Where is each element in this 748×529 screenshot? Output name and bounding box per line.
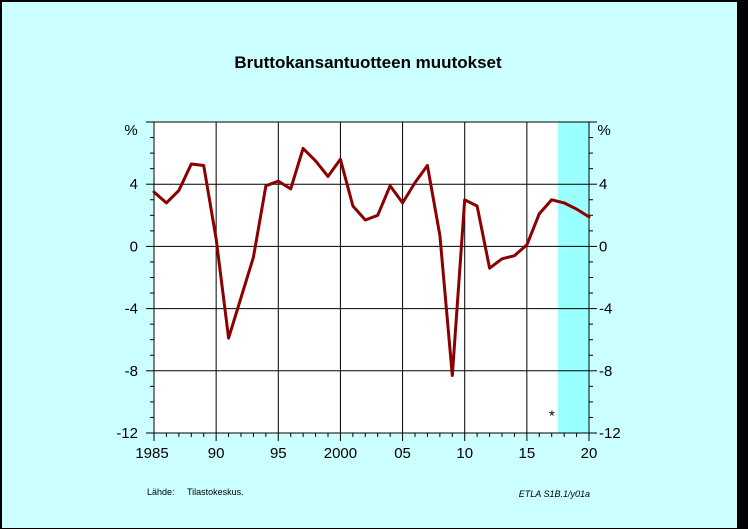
data-point (214, 237, 218, 240)
y-tick-label-left: -12 (116, 425, 138, 442)
source-label: Lähde: (147, 487, 175, 497)
data-point (314, 159, 317, 163)
data-point (190, 162, 193, 166)
plot-area (154, 122, 589, 433)
x-tick-label: 1985 (135, 445, 168, 462)
data-point (227, 336, 230, 340)
data-point (289, 187, 292, 191)
grid-lines (154, 122, 589, 433)
plot-border (153, 121, 590, 434)
x-tick-label: 10 (456, 445, 473, 462)
x-tick-label: 05 (394, 445, 411, 462)
data-point (388, 184, 392, 187)
y-tick-label-left: 0 (130, 238, 138, 255)
data-point (351, 204, 355, 208)
tick-labels: 4 4 0 0 -4 -4 -8 -8 -12 -12 1985 90 95 2000 05 10 15 20 (116, 176, 620, 462)
y-tick-label-left: -8 (125, 363, 138, 380)
tick-marks (146, 121, 597, 441)
chart-code: ETLA S1B.1/y01a (519, 489, 590, 499)
data-point (264, 184, 268, 187)
data-point (451, 374, 454, 377)
data-point (252, 256, 255, 259)
data-point (277, 179, 280, 183)
y-tick-label-right: -8 (599, 363, 612, 380)
forecast-band (557, 122, 589, 433)
x-tick-label: 90 (208, 445, 225, 462)
data-point (500, 257, 504, 261)
y-tick-label-left: 4 (130, 176, 138, 193)
y-tick-label-right: 4 (599, 176, 607, 193)
chart-svg: 4 4 0 0 -4 -4 -8 -8 -12 -12 1985 90 95 2000 05 10 15 20 B… (116, 53, 620, 499)
data-point (426, 164, 429, 167)
data-point (488, 266, 491, 270)
data-point (239, 296, 243, 299)
data-point (550, 198, 553, 201)
data-point (177, 189, 181, 192)
data-point (326, 175, 330, 178)
x-tick-label: 20 (581, 445, 598, 462)
x-tick-label: 15 (519, 445, 536, 462)
data-point (339, 158, 342, 161)
data-point (525, 243, 529, 247)
x-tick-label: 95 (270, 445, 287, 462)
data-point (413, 181, 417, 184)
y-tick-label-right: -4 (599, 301, 612, 318)
data-point (301, 147, 305, 150)
data-point (364, 218, 367, 222)
x-tick-label: 2000 (324, 445, 357, 462)
data-point (562, 201, 566, 205)
data-point (575, 207, 578, 211)
data-point (587, 215, 591, 219)
forecast-marker: * (549, 408, 555, 425)
y-tick-label-left: -4 (125, 301, 138, 318)
data-point (475, 204, 479, 208)
series-line (152, 146, 591, 377)
y-tick-label-right: -12 (599, 425, 621, 442)
chart-title: Bruttokansantuotteen muutokset (234, 53, 502, 72)
source-value: Tilastokeskus. (187, 487, 244, 497)
data-point (463, 198, 466, 201)
data-point (152, 190, 156, 194)
data-point (438, 234, 442, 237)
unit-right: % (597, 122, 610, 139)
data-point (165, 201, 168, 205)
y-tick-label-right: 0 (599, 238, 607, 255)
unit-left: % (124, 122, 137, 139)
data-point (513, 254, 516, 257)
chart-panel: 4 4 0 0 -4 -4 -8 -8 -12 -12 1985 90 95 2000 05 10 15 20 B… (2, 2, 737, 528)
data-point (202, 164, 205, 167)
data-point (538, 212, 541, 215)
data-points (152, 147, 591, 377)
data-point (401, 201, 404, 205)
data-point (376, 214, 379, 217)
